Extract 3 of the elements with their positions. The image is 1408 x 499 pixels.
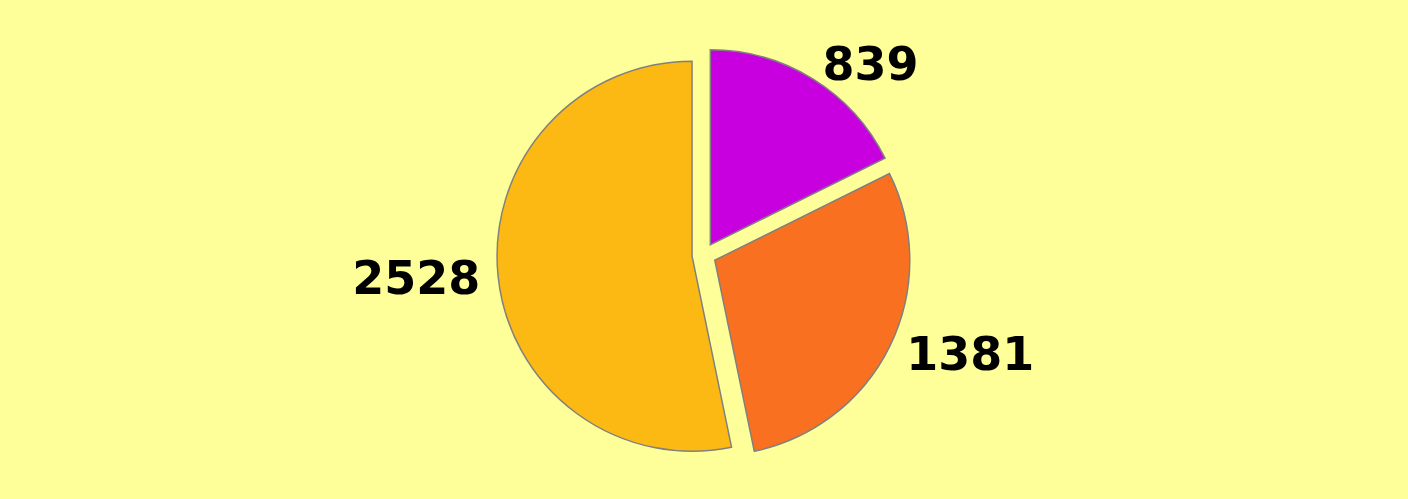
data-label: 2528 bbox=[352, 250, 481, 305]
data-label: 1381 bbox=[906, 326, 1035, 381]
data-label: 839 bbox=[822, 36, 919, 91]
